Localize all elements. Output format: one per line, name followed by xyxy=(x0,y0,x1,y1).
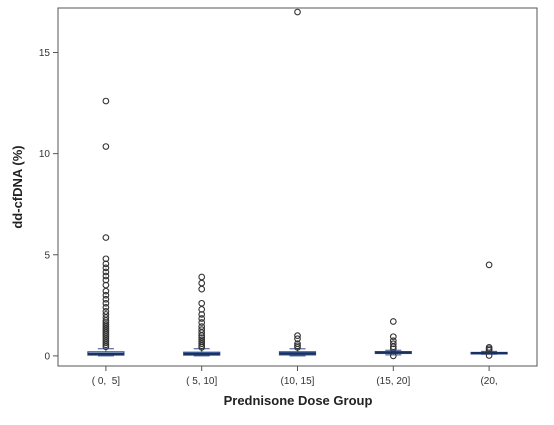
outlier-point xyxy=(102,299,110,307)
outlier-point xyxy=(294,8,301,16)
outlier-point xyxy=(102,341,110,349)
outlier-point xyxy=(198,344,206,351)
outlier-point xyxy=(389,345,397,353)
y-tick-label: 0 xyxy=(44,351,50,362)
y-tick-label: 10 xyxy=(39,149,51,160)
x-tick-label: (10, 15] xyxy=(281,376,315,387)
outlier-point xyxy=(198,311,206,318)
outlier-point xyxy=(389,352,397,360)
plot-area-frame xyxy=(57,7,538,367)
outlier-point xyxy=(198,273,206,281)
y-axis-title: dd-cfDNA (%) xyxy=(10,145,25,228)
outlier-point xyxy=(102,264,110,272)
outlier-point xyxy=(389,343,397,351)
outlier-point xyxy=(294,340,301,348)
outlier-point xyxy=(102,260,110,268)
box-group xyxy=(470,261,508,359)
x-axis-ticks: ( 0, 5] ( 5, 10] (10, 15] (15, 20] (20, xyxy=(92,366,498,387)
outlier-point xyxy=(294,332,301,340)
outlier-point xyxy=(102,303,110,311)
y-tick-label: 15 xyxy=(39,48,51,59)
outlier-point xyxy=(198,315,206,322)
outlier-point xyxy=(294,344,301,351)
outlier-point xyxy=(102,291,110,299)
outlier-point xyxy=(389,318,397,325)
outlier-point xyxy=(102,295,110,303)
x-axis-title: Prednisone Dose Group xyxy=(224,393,373,408)
box-group xyxy=(374,318,412,360)
y-tick-label: 5 xyxy=(44,250,50,261)
outlier-point xyxy=(389,333,397,341)
box-group xyxy=(183,273,221,357)
x-tick-label: ( 5, 10] xyxy=(186,376,217,387)
outlier-point xyxy=(102,97,110,105)
outlier-point xyxy=(102,234,110,241)
outlier-point xyxy=(485,261,493,269)
outlier-point xyxy=(102,268,110,276)
outlier-point xyxy=(198,279,206,287)
outlier-point xyxy=(198,340,206,348)
outlier-point xyxy=(102,343,110,351)
outlier-point xyxy=(102,143,110,150)
outlier-point xyxy=(198,285,206,293)
box-group xyxy=(87,97,125,357)
box-series xyxy=(87,8,508,360)
outlier-point xyxy=(485,352,493,359)
outlier-point xyxy=(198,299,206,307)
outlier-point xyxy=(198,319,206,326)
outlier-point xyxy=(102,339,110,347)
x-tick-label: (15, 20] xyxy=(376,376,410,387)
outlier-point xyxy=(102,287,110,295)
x-tick-label: ( 0, 5] xyxy=(92,376,121,387)
y-axis-ticks: 0 5 10 15 xyxy=(39,48,58,362)
box-group xyxy=(278,8,317,357)
x-tick-label: (20, xyxy=(480,376,497,387)
outlier-point xyxy=(102,272,110,280)
